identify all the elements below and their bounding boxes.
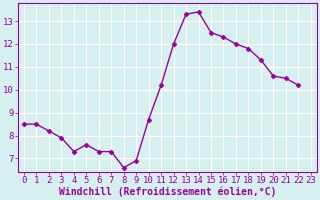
- X-axis label: Windchill (Refroidissement éolien,°C): Windchill (Refroidissement éolien,°C): [59, 187, 276, 197]
